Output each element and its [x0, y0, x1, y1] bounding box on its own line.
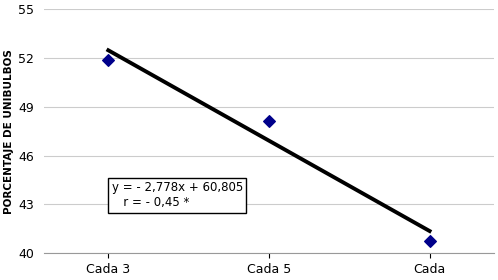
Y-axis label: PORCENTAJE DE UNIBULBOS: PORCENTAJE DE UNIBULBOS — [4, 49, 14, 214]
Point — [265, 118, 273, 123]
Point — [426, 239, 434, 243]
Text: y = - 2,778x + 60,805
   r = - 0,45 *: y = - 2,778x + 60,805 r = - 0,45 * — [112, 181, 243, 209]
Point — [104, 58, 112, 63]
